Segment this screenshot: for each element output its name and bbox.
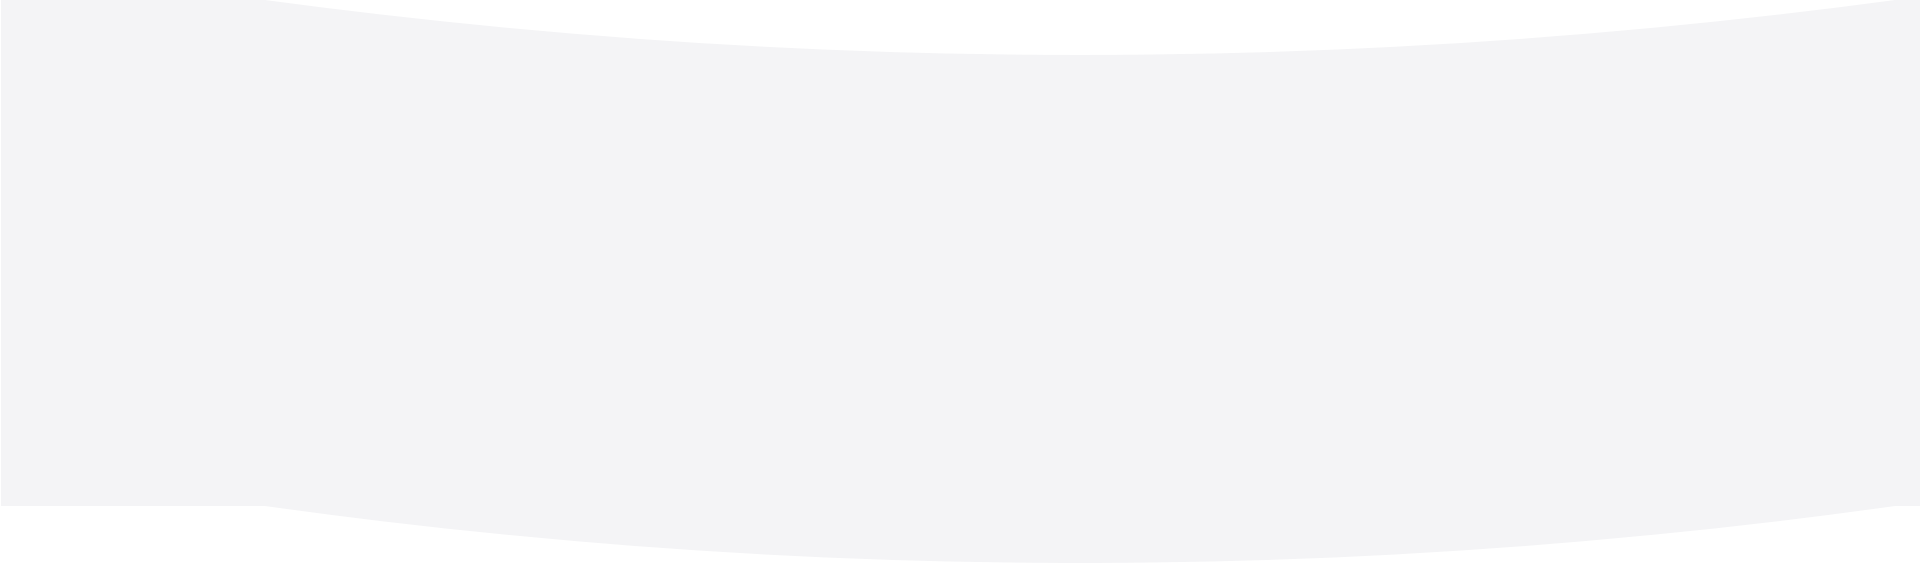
decorative-wave-section <box>1 0 1920 563</box>
wave-band-shape <box>1 0 1920 563</box>
wave-band-graphic <box>1 0 1920 563</box>
